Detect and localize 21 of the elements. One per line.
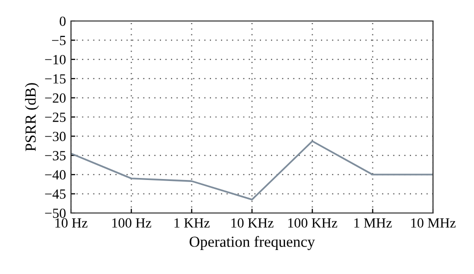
y-tick-label: −20 xyxy=(45,93,66,103)
y-tick-label: 0 xyxy=(60,16,66,26)
line-series xyxy=(71,140,433,200)
y-tick-label: −40 xyxy=(45,170,66,180)
x-tick-label: 1 MHz xyxy=(354,218,392,228)
y-tick-label: −45 xyxy=(45,189,66,199)
y-tick-label: −10 xyxy=(45,54,66,64)
y-tick-label: −15 xyxy=(45,74,66,84)
x-axis-title: Operation frequency xyxy=(190,236,315,250)
y-tick-label: −50 xyxy=(45,208,66,218)
x-tick-label: 100 KHz xyxy=(288,218,338,228)
x-tick-label: 10 KHz xyxy=(231,218,274,228)
y-axis-title: PSRR (dB) xyxy=(25,83,39,152)
x-tick-label: 10 MHz xyxy=(411,218,456,228)
x-tick-label: 1 KHz xyxy=(174,218,210,228)
x-tick-label: 100 Hz xyxy=(112,218,152,228)
y-tick-label: −5 xyxy=(52,36,66,46)
y-tick-label: −30 xyxy=(45,132,66,142)
x-tick-label: 10 Hz xyxy=(55,218,88,228)
y-tick-label: −25 xyxy=(45,112,66,122)
y-tick-label: −35 xyxy=(45,151,66,160)
